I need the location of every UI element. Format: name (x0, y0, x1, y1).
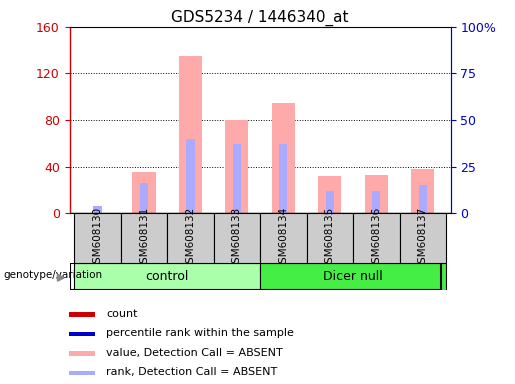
Bar (69, 313, 95, 317)
Bar (225, 120, 248, 213)
Bar (272, 103, 295, 213)
Bar (186, 139, 195, 213)
Text: control: control (145, 270, 189, 283)
Text: value, Detection Call = ABSENT: value, Detection Call = ABSENT (106, 348, 283, 358)
Bar (179, 56, 202, 213)
Text: count: count (106, 309, 138, 319)
Bar (132, 172, 156, 213)
Bar (260, 213, 306, 263)
Bar (318, 176, 341, 213)
Bar (214, 213, 260, 263)
Bar (93, 206, 101, 213)
Bar (306, 213, 353, 263)
Bar (419, 185, 427, 213)
Text: GSM608130: GSM608130 (92, 207, 102, 270)
Text: GSM608132: GSM608132 (185, 207, 195, 270)
Bar (260, 263, 446, 290)
Bar (353, 213, 400, 263)
Text: genotype/variation: genotype/variation (4, 270, 102, 280)
Bar (325, 191, 334, 213)
Text: Dicer null: Dicer null (323, 270, 383, 283)
Bar (74, 263, 260, 290)
Text: GSM608131: GSM608131 (139, 207, 149, 270)
Title: GDS5234 / 1446340_at: GDS5234 / 1446340_at (171, 9, 349, 25)
Bar (121, 213, 167, 263)
Text: GSM608134: GSM608134 (278, 207, 288, 270)
Text: percentile rank within the sample: percentile rank within the sample (106, 328, 294, 338)
Text: rank, Detection Call = ABSENT: rank, Detection Call = ABSENT (106, 367, 278, 377)
Text: GSM608135: GSM608135 (325, 207, 335, 270)
Bar (372, 191, 381, 213)
Bar (233, 144, 241, 213)
Bar (411, 169, 434, 213)
Bar (69, 332, 95, 336)
Bar (167, 213, 214, 263)
Bar (400, 213, 446, 263)
Bar (279, 144, 287, 213)
Text: GSM608136: GSM608136 (371, 207, 381, 270)
Bar (69, 371, 95, 375)
Text: GSM608133: GSM608133 (232, 207, 242, 270)
Bar (140, 183, 148, 213)
Text: GSM608137: GSM608137 (418, 207, 428, 270)
Bar (365, 175, 388, 213)
Bar (74, 213, 121, 263)
Bar (69, 351, 95, 356)
